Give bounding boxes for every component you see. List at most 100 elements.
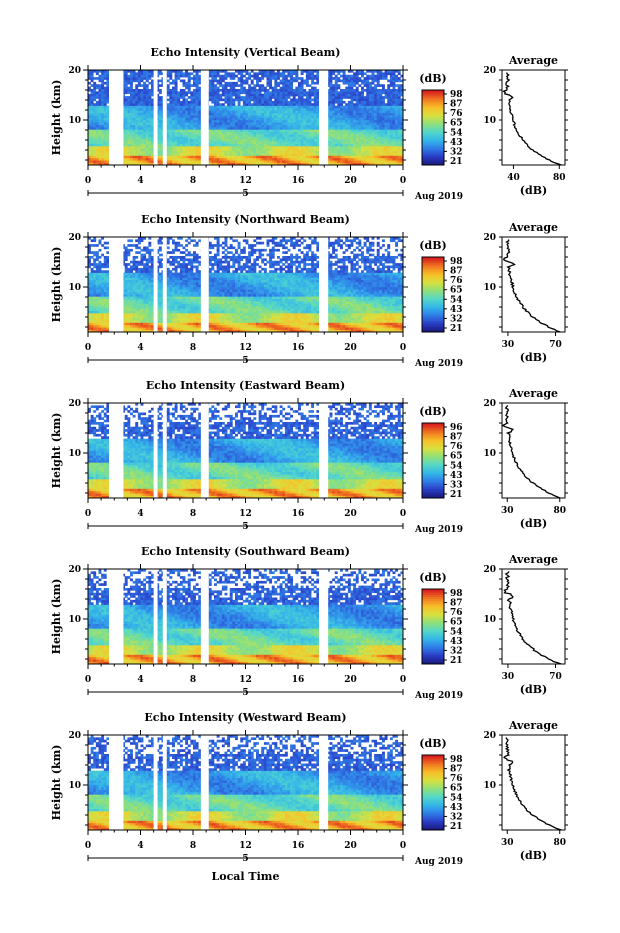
heatmap-cell: [222, 84, 225, 87]
heatmap-cell: [390, 80, 393, 83]
heatmap-cell: [372, 106, 375, 109]
heatmap-cell: [361, 129, 364, 132]
heatmap-cell: [96, 327, 99, 330]
heatmap-cell: [293, 151, 296, 154]
heatmap-cell: [348, 80, 351, 83]
heatmap-cell: [196, 84, 199, 87]
heatmap-cell: [390, 148, 393, 151]
heatmap-cell: [267, 72, 270, 75]
heatmap-cell: [101, 75, 104, 78]
heatmap-cell: [372, 160, 375, 163]
heatmap-cell: [130, 151, 133, 154]
heatmap-cell: [99, 125, 102, 128]
heatmap-cell: [235, 132, 238, 135]
heatmap-cell: [209, 75, 212, 78]
heatmap-cell: [395, 127, 398, 130]
heatmap-cell: [133, 115, 136, 118]
heatmap-cell: [282, 144, 285, 147]
heatmap-cell: [261, 94, 264, 97]
heatmap-cell: [387, 144, 390, 147]
heatmap-cell: [198, 141, 201, 144]
heatmap-cell: [364, 82, 367, 85]
heatmap-cell: [358, 120, 361, 123]
heatmap-cell: [288, 120, 291, 123]
heatmap-cell: [222, 158, 225, 161]
heatmap-cell: [232, 94, 235, 97]
heatmap-cell: [106, 129, 109, 132]
heatmap-cell: [301, 113, 304, 116]
heatmap-cell: [172, 122, 175, 125]
heatmap-cell: [267, 146, 270, 149]
heatmap-cell: [138, 129, 141, 132]
heatmap-cell: [99, 261, 102, 264]
heatmap-cell: [358, 103, 361, 106]
heatmap-cell: [364, 72, 367, 75]
heatmap-cell: [295, 120, 298, 123]
heatmap-cell: [104, 89, 107, 92]
heatmap-cell: [148, 148, 151, 151]
heatmap-cell: [298, 91, 301, 94]
heatmap-cell: [230, 141, 233, 144]
heatmap-cell: [395, 120, 398, 123]
heatmap-cell: [238, 96, 241, 99]
heatmap-cell: [99, 294, 102, 297]
heatmap-cell: [196, 89, 199, 92]
heatmap-cell: [227, 84, 230, 87]
heatmap-cell: [209, 134, 212, 137]
heatmap-cell: [125, 129, 128, 132]
heatmap-cell: [91, 84, 94, 87]
heatmap-cell: [99, 153, 102, 156]
heatmap-cell: [133, 151, 136, 154]
heatmap-cell: [267, 137, 270, 140]
heatmap-cell: [135, 89, 138, 92]
heatmap-cell: [125, 148, 128, 151]
heatmap-cell: [101, 308, 104, 311]
heatmap-cell: [369, 110, 372, 113]
heatmap-cell: [190, 134, 193, 137]
heatmap-cell: [390, 144, 393, 147]
heatmap-cell: [259, 108, 262, 111]
heatmap-cell: [130, 129, 133, 132]
heatmap-cell: [361, 122, 364, 125]
heatmap-cell: [104, 273, 107, 276]
heatmap-cell: [343, 127, 346, 130]
heatmap-cell: [309, 110, 312, 113]
heatmap-cell: [143, 87, 146, 90]
heatmap-cell: [106, 160, 109, 163]
heatmap-cell: [387, 153, 390, 156]
heatmap-cell: [222, 122, 225, 125]
heatmap-cell: [235, 148, 238, 151]
heatmap-cell: [238, 146, 241, 149]
heatmap-cell: [217, 94, 220, 97]
heatmap-cell: [222, 103, 225, 106]
heatmap-cell: [232, 91, 235, 94]
heatmap-cell: [151, 134, 154, 137]
heatmap-cell: [340, 106, 343, 109]
heatmap-cell: [93, 129, 96, 132]
heatmap-cell: [159, 137, 162, 140]
heatmap-cell: [385, 75, 388, 78]
heatmap-cell: [382, 153, 385, 156]
heatmap-cell: [377, 144, 380, 147]
heatmap-cell: [101, 153, 104, 156]
heatmap-cell: [387, 139, 390, 142]
heatmap-cell: [227, 106, 230, 109]
heatmap-cell: [143, 108, 146, 111]
heatmap-cell: [101, 113, 104, 116]
heatmap-cell: [151, 141, 154, 144]
heatmap-cell: [240, 118, 243, 121]
heatmap-cell: [99, 115, 102, 118]
heatmap-cell: [303, 156, 306, 159]
heatmap-cell: [235, 120, 238, 123]
heatmap-cell: [348, 108, 351, 111]
heatmap-cell: [127, 139, 130, 142]
heatmap-cell: [395, 122, 398, 125]
heatmap-cell: [190, 156, 193, 159]
heatmap-cell: [177, 101, 180, 104]
heatmap-cell: [169, 115, 172, 118]
heatmap-cell: [246, 146, 249, 149]
heatmap-cell: [177, 132, 180, 135]
heatmap-cell: [141, 125, 144, 128]
heatmap-cell: [225, 139, 228, 142]
heatmap-cell: [385, 144, 388, 147]
